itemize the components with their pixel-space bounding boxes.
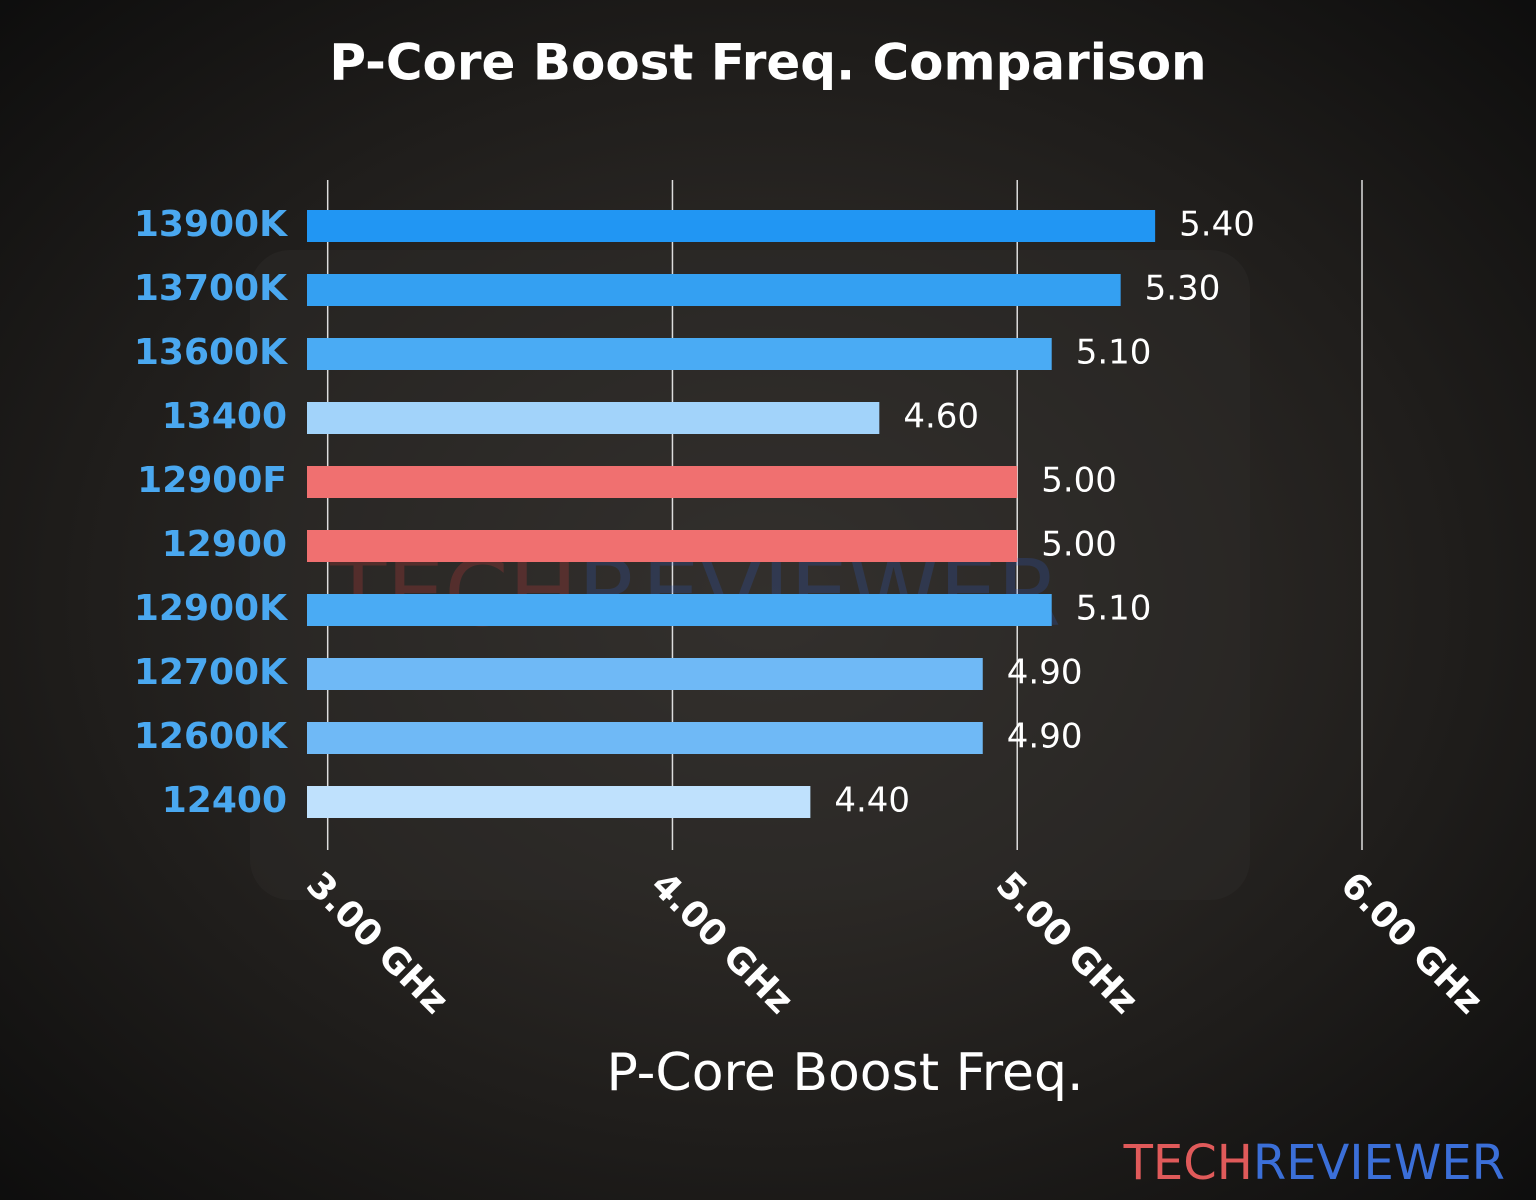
logo-right: REVIEWER	[1253, 1135, 1505, 1191]
bar	[307, 594, 1052, 626]
y-tick-label: 12900F	[137, 460, 287, 501]
value-label: 4.90	[1007, 717, 1083, 757]
bar	[307, 722, 983, 754]
y-tick-label: 13600K	[134, 332, 288, 373]
bars: 13900K 5.40 13700K 5.30 13600K 5.10 13400 4.60 1…	[134, 204, 1255, 821]
bar	[307, 402, 880, 434]
value-label: 5.10	[1076, 589, 1152, 629]
value-label: 5.10	[1076, 333, 1152, 373]
bar	[307, 274, 1121, 306]
logo-left: TECH	[1123, 1135, 1253, 1191]
value-label: 4.60	[903, 397, 979, 437]
value-label: 4.40	[834, 781, 910, 821]
logo: TECHREVIEWER	[1123, 1135, 1505, 1191]
x-axis-label: P-Core Boost Freq.	[606, 1043, 1083, 1103]
y-tick-label: 12900K	[134, 588, 288, 629]
bar	[307, 530, 1018, 562]
chart-title: P-Core Boost Freq. Comparison	[329, 34, 1206, 92]
value-label: 4.90	[1007, 653, 1083, 693]
bar	[307, 658, 983, 690]
y-tick-label: 12600K	[134, 716, 288, 757]
y-tick-label: 12700K	[134, 652, 288, 693]
value-label: 5.00	[1041, 525, 1117, 565]
y-tick-label: 12400	[162, 780, 287, 821]
y-tick-label: 13400	[162, 396, 287, 437]
y-tick-label: 12900	[162, 524, 287, 565]
value-label: 5.00	[1041, 461, 1117, 501]
bar	[307, 338, 1052, 370]
bar	[307, 466, 1018, 498]
y-tick-label: 13700K	[134, 268, 288, 309]
bar	[307, 786, 811, 818]
bar	[307, 210, 1156, 242]
y-tick-label: 13900K	[134, 204, 288, 245]
value-label: 5.40	[1179, 205, 1255, 245]
value-label: 5.30	[1145, 269, 1221, 309]
